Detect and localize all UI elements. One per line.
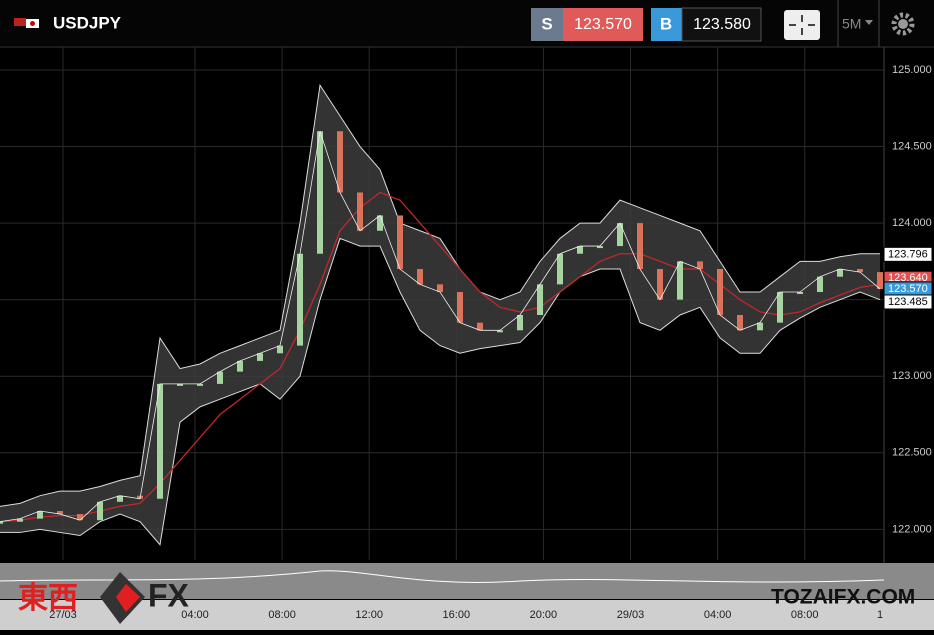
candle — [57, 510, 63, 515]
candle — [77, 514, 83, 521]
candle — [517, 314, 523, 331]
time-label: 04:00 — [181, 609, 209, 621]
time-label: 04:00 — [704, 609, 732, 621]
settings-icon-core — [898, 19, 908, 29]
candle — [617, 223, 623, 247]
candle — [857, 269, 863, 273]
price-tick-label: 124.000 — [892, 217, 932, 229]
header-bar — [0, 0, 934, 47]
sell-price[interactable]: 123.570 — [574, 16, 632, 33]
candle — [417, 269, 423, 285]
time-label: 16:00 — [443, 609, 471, 621]
candle — [277, 345, 283, 354]
price-tick-label: 123.000 — [892, 370, 932, 382]
candle — [837, 269, 843, 277]
candle — [157, 383, 163, 499]
buy-price[interactable]: 123.580 — [693, 16, 751, 33]
candle — [397, 215, 403, 270]
time-label: 20:00 — [530, 609, 558, 621]
watermark-logo-inner — [116, 584, 140, 612]
candle — [797, 292, 803, 295]
close-line — [0, 131, 881, 523]
indicator-line — [0, 570, 885, 583]
symbol[interactable]: USDJPY — [53, 13, 122, 32]
band-upper — [0, 83, 880, 507]
timeframe-caret — [865, 20, 873, 25]
time-axis — [0, 600, 934, 630]
crosshair-icon — [789, 15, 815, 35]
time-label: 1 — [877, 609, 883, 621]
watermark-site: TOZAIFX.COM — [771, 586, 915, 609]
price-tag-label: 123.796 — [888, 248, 928, 260]
candle — [817, 276, 823, 293]
candle — [117, 495, 123, 502]
price-tag — [883, 246, 933, 262]
moving-average — [0, 191, 881, 523]
time-label: 27/03 — [49, 609, 77, 621]
flag-jp-dot — [30, 21, 35, 26]
candle — [97, 501, 103, 521]
candle — [257, 353, 263, 361]
candle — [237, 360, 243, 372]
price-tick-label: 122.500 — [892, 447, 932, 459]
price-tick-label: 124.500 — [892, 140, 932, 152]
crosshair-button[interactable] — [784, 10, 820, 40]
candle — [737, 314, 743, 331]
candle — [537, 284, 543, 315]
candle — [717, 269, 723, 315]
buy-label-box[interactable] — [651, 8, 682, 41]
buy-label[interactable]: B — [660, 14, 672, 33]
settings-icon[interactable] — [891, 12, 915, 36]
time-label: 29/03 — [617, 609, 645, 621]
candle — [877, 272, 883, 289]
candle — [197, 383, 203, 386]
candle — [17, 518, 23, 522]
sell-label[interactable]: S — [541, 14, 552, 33]
price-tick-label: 125.000 — [892, 64, 932, 76]
candle — [637, 223, 643, 270]
watermark-kanji: 東西 — [18, 582, 78, 615]
band-lower — [0, 237, 881, 546]
candle — [497, 330, 503, 333]
candle — [757, 322, 763, 331]
watermark-fx: FX — [148, 577, 190, 613]
candle — [217, 371, 223, 384]
timeframe[interactable]: 5M — [842, 16, 861, 32]
time-label: 08:00 — [268, 609, 296, 621]
candle — [0, 521, 3, 524]
candle — [777, 292, 783, 323]
candle — [357, 192, 363, 231]
sell-label-box[interactable] — [531, 8, 563, 41]
candle — [677, 261, 683, 300]
candle — [457, 292, 463, 323]
candle — [437, 284, 443, 293]
price-tag-label: 123.485 — [888, 296, 928, 308]
candle — [337, 131, 343, 193]
price-tag-label: 123.640 — [888, 272, 928, 284]
price-tick-label: 122.000 — [892, 523, 932, 535]
candle — [37, 510, 43, 519]
plot — [0, 47, 884, 560]
candle — [557, 253, 563, 285]
candle — [597, 246, 603, 249]
candle — [577, 246, 583, 254]
flag-us — [14, 18, 26, 26]
time-label: 12:00 — [355, 609, 383, 621]
time-label: 08:00 — [791, 609, 819, 621]
candle — [657, 269, 663, 300]
buy-button[interactable] — [681, 7, 762, 42]
bollinger-band — [0, 85, 880, 545]
candle — [377, 215, 383, 231]
candle — [317, 131, 323, 254]
candle — [697, 261, 703, 270]
candle — [297, 253, 303, 346]
price-tag — [883, 294, 933, 310]
sell-button[interactable] — [563, 8, 643, 41]
price-tag-label: 123.570 — [888, 283, 928, 295]
indicator-axis — [884, 563, 934, 599]
candle — [477, 322, 483, 331]
candle — [177, 383, 183, 386]
